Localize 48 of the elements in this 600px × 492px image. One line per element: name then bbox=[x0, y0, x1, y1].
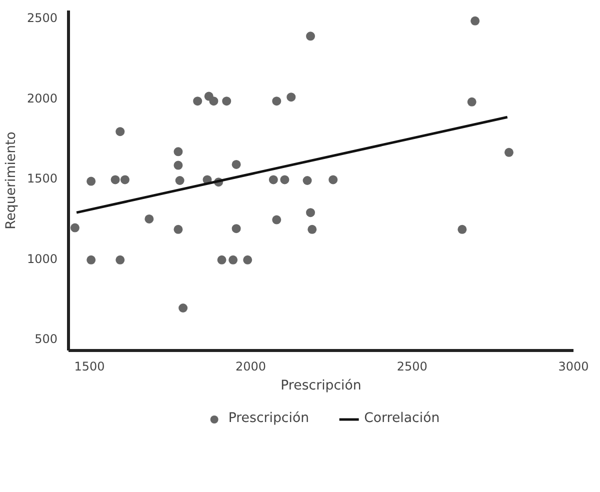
point bbox=[470, 16, 480, 26]
y-axis-title: Requerimiento bbox=[4, 132, 19, 230]
point bbox=[144, 214, 154, 224]
point bbox=[86, 255, 96, 264]
y-tick-label: 1500 bbox=[26, 172, 58, 186]
point bbox=[86, 176, 96, 186]
y-tick-label: 2000 bbox=[26, 91, 58, 106]
x-tick-label: 1500 bbox=[74, 360, 105, 374]
point bbox=[193, 96, 202, 106]
point bbox=[467, 97, 476, 106]
point bbox=[174, 160, 183, 170]
point bbox=[222, 96, 232, 106]
point bbox=[458, 224, 467, 234]
y-tick-label: 1000 bbox=[26, 252, 58, 266]
point bbox=[268, 175, 278, 184]
point bbox=[302, 176, 312, 185]
legend-label: Prescripción bbox=[228, 411, 310, 426]
point bbox=[120, 175, 130, 184]
x-tick-label: 3000 bbox=[558, 360, 589, 374]
y-tick-label: 500 bbox=[34, 332, 58, 346]
point bbox=[286, 92, 296, 102]
point bbox=[70, 223, 80, 232]
point bbox=[306, 32, 316, 41]
point bbox=[228, 255, 238, 264]
point bbox=[272, 215, 282, 224]
point bbox=[306, 208, 316, 218]
point bbox=[243, 255, 252, 264]
point bbox=[116, 127, 125, 136]
point bbox=[178, 304, 188, 312]
point bbox=[308, 224, 317, 234]
x-tick-label: 2000 bbox=[236, 360, 266, 374]
point bbox=[232, 160, 241, 169]
legend-label: Correlación bbox=[364, 411, 440, 426]
point bbox=[328, 175, 338, 184]
point bbox=[232, 224, 241, 234]
y-tick-label: 2500 bbox=[26, 11, 58, 26]
point bbox=[116, 255, 125, 264]
point bbox=[217, 255, 226, 264]
point bbox=[110, 175, 120, 184]
point bbox=[175, 176, 184, 185]
point bbox=[280, 175, 290, 184]
x-axis-title: Prescripción bbox=[280, 378, 362, 394]
point bbox=[174, 147, 183, 156]
point bbox=[272, 96, 282, 106]
point bbox=[174, 224, 183, 234]
point bbox=[209, 96, 218, 106]
point bbox=[504, 148, 514, 157]
x-tick-label: 2500 bbox=[396, 360, 428, 374]
